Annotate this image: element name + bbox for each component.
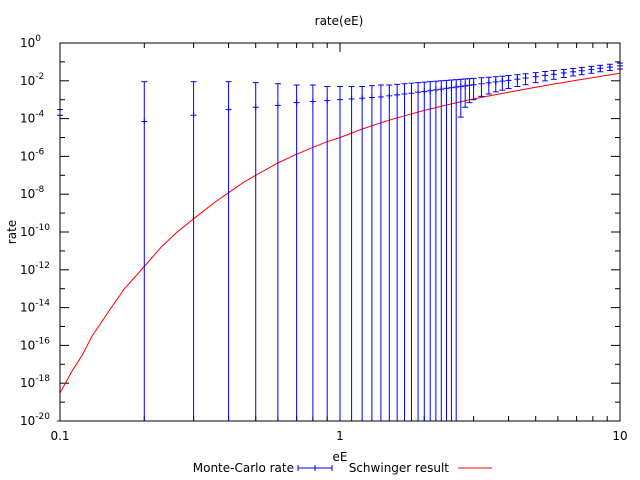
monte-carlo-point xyxy=(324,85,331,422)
monte-carlo-point xyxy=(368,85,375,422)
y-tick-label: 10-20 xyxy=(20,412,50,428)
monte-carlo-point xyxy=(485,76,492,95)
monte-carlo-point xyxy=(274,83,281,422)
legend-schwinger-label: Schwinger result xyxy=(349,461,450,475)
monte-carlo-point xyxy=(443,79,450,422)
y-tick-label: 10-4 xyxy=(20,110,45,126)
monte-carlo-point xyxy=(309,84,316,422)
y-tick-label: 100 xyxy=(20,34,41,50)
chart-title: rate(eE) xyxy=(315,14,364,28)
x-tick-label: 1 xyxy=(336,429,344,443)
y-axis-label: rate xyxy=(5,220,19,244)
monte-carlo-point xyxy=(560,68,567,78)
monte-carlo-point xyxy=(470,77,477,101)
schwinger-line xyxy=(59,72,621,394)
legend-monte-carlo-swatch xyxy=(297,465,333,471)
y-tick-label: 10-16 xyxy=(20,336,50,352)
series-layer xyxy=(57,62,623,422)
plot-frame xyxy=(59,42,621,422)
monte-carlo-point xyxy=(550,70,557,80)
monte-carlo-point xyxy=(478,77,485,97)
x-tick-label: 10 xyxy=(612,429,627,443)
monte-carlo-point xyxy=(359,85,366,422)
y-tick-label: 10-6 xyxy=(20,147,45,163)
y-tick-label: 10-14 xyxy=(20,299,50,315)
monte-carlo-point xyxy=(532,72,539,84)
x-axis-label: eE xyxy=(333,450,348,464)
monte-carlo-point xyxy=(505,75,512,90)
monte-carlo-point xyxy=(466,78,473,104)
monte-carlo-point xyxy=(401,83,408,422)
monte-carlo-point xyxy=(570,67,577,77)
monte-carlo-point xyxy=(421,81,428,422)
y-tick-label: 10-2 xyxy=(20,72,44,88)
monte-carlo-point xyxy=(141,81,148,422)
monte-carlo-point xyxy=(542,71,549,82)
legend: Monte-Carlo rate Schwinger result xyxy=(193,461,492,475)
monte-carlo-point xyxy=(578,66,585,76)
y-tick-label: 10-8 xyxy=(20,185,45,201)
monte-carlo-point xyxy=(514,74,521,87)
monte-carlo-point xyxy=(377,84,384,422)
monte-carlo-point xyxy=(415,82,422,422)
x-tick-label: 0.1 xyxy=(50,429,69,443)
y-tick-label: 10-18 xyxy=(20,374,50,390)
monte-carlo-point xyxy=(394,83,401,422)
monte-carlo-point xyxy=(588,65,595,74)
monte-carlo-point xyxy=(190,81,197,422)
monte-carlo-point xyxy=(293,84,300,422)
monte-carlo-point xyxy=(448,79,455,422)
monte-carlo-point xyxy=(427,81,434,422)
axis-ticks: 0.1 1 10 100 10-2 10-4 10-6 10-8 10-10 10-12 10-14… xyxy=(20,34,628,443)
monte-carlo-point xyxy=(453,79,460,422)
monte-carlo-point xyxy=(348,85,355,422)
legend-monte-carlo-label: Monte-Carlo rate xyxy=(193,461,294,475)
monte-carlo-point xyxy=(252,82,259,422)
monte-carlo-point xyxy=(499,75,506,91)
y-tick-label: 10-12 xyxy=(20,261,50,277)
monte-carlo-point xyxy=(597,64,604,73)
y-tick-label: 10-10 xyxy=(20,223,50,239)
monte-carlo-point xyxy=(408,82,415,422)
monte-carlo-point xyxy=(492,76,499,93)
monte-carlo-point xyxy=(386,84,393,422)
monte-carlo-point xyxy=(225,81,232,422)
monte-carlo-point xyxy=(457,78,464,118)
monte-carlo-point xyxy=(438,80,445,422)
monte-carlo-point xyxy=(606,63,613,72)
monte-carlo-point xyxy=(522,73,529,86)
monte-carlo-point xyxy=(432,80,439,422)
